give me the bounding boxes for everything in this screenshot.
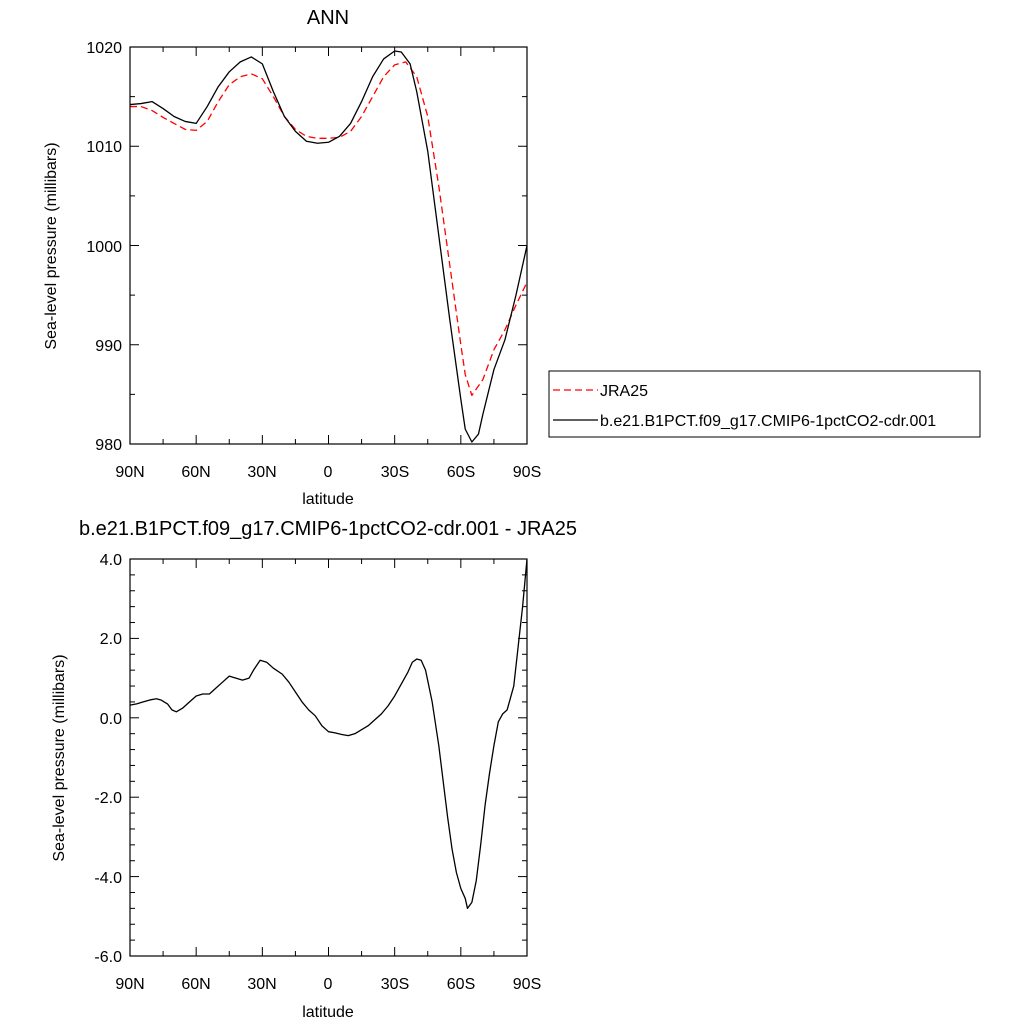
top-xtick-label: 90N <box>115 464 144 481</box>
top-plot-area <box>130 50 527 443</box>
bottom-xtick-label: 0 <box>324 976 333 993</box>
top-xtick-label: 30N <box>247 464 276 481</box>
top-ytick-label: 990 <box>95 338 122 355</box>
top-ytick-label: 980 <box>95 437 122 454</box>
bottom-ytick-label: 4.0 <box>100 552 122 569</box>
top-ytick-label: 1000 <box>86 239 122 256</box>
legend-box <box>548 370 981 438</box>
bottom-xtick-label: 90S <box>513 976 541 993</box>
top-panel: ANN Sea-level pressure (millibars) latit… <box>43 7 541 508</box>
bottom-plot-area <box>130 559 527 910</box>
bottom-y-axis-label: Sea-level pressure (millibars) <box>51 654 68 861</box>
legend-label-model: b.e21.B1PCT.f09_g17.CMIP6-1pctCO2-cdr.00… <box>600 413 936 430</box>
top-series-line-1 <box>130 50 527 443</box>
bottom-panel: b.e21.B1PCT.f09_g17.CMIP6-1pctCO2-cdr.00… <box>51 518 577 1021</box>
bottom-xtick-label: 60N <box>181 976 210 993</box>
top-chart-title: ANN <box>307 7 349 29</box>
top-ytick-label: 1010 <box>86 139 122 156</box>
bottom-plot-frame <box>129 558 528 957</box>
legend-label-jra25: JRA25 <box>600 383 648 400</box>
top-axis-ticks <box>129 46 528 445</box>
bottom-ytick-label: -6.0 <box>94 949 122 966</box>
bottom-xtick-label: 60S <box>447 976 475 993</box>
bottom-axis-ticks <box>129 558 528 957</box>
bottom-ytick-label: 0.0 <box>100 711 122 728</box>
bottom-x-axis-label: latitude <box>302 1004 354 1021</box>
bottom-ytick-label: -4.0 <box>94 870 122 887</box>
bottom-series-line-0 <box>130 559 527 910</box>
top-xtick-label: 90S <box>513 464 541 481</box>
bottom-chart-title: b.e21.B1PCT.f09_g17.CMIP6-1pctCO2-cdr.00… <box>79 518 577 540</box>
bottom-xtick-label: 30N <box>247 976 276 993</box>
legend: JRA25 b.e21.B1PCT.f09_g17.CMIP6-1pctCO2-… <box>548 370 981 438</box>
top-plot-frame <box>129 46 528 445</box>
bottom-xtick-label: 30S <box>381 976 409 993</box>
bottom-ytick-label: 2.0 <box>100 631 122 648</box>
top-xtick-label: 0 <box>324 464 333 481</box>
top-x-axis-label: latitude <box>302 491 354 508</box>
top-xtick-label: 60S <box>447 464 475 481</box>
top-xtick-label: 60N <box>181 464 210 481</box>
top-ytick-label: 1020 <box>86 40 122 57</box>
top-xtick-label: 30S <box>381 464 409 481</box>
top-series-line-0 <box>130 61 527 397</box>
bottom-ytick-label: -2.0 <box>94 790 122 807</box>
bottom-xtick-label: 90N <box>115 976 144 993</box>
top-y-axis-label: Sea-level pressure (millibars) <box>43 142 60 349</box>
